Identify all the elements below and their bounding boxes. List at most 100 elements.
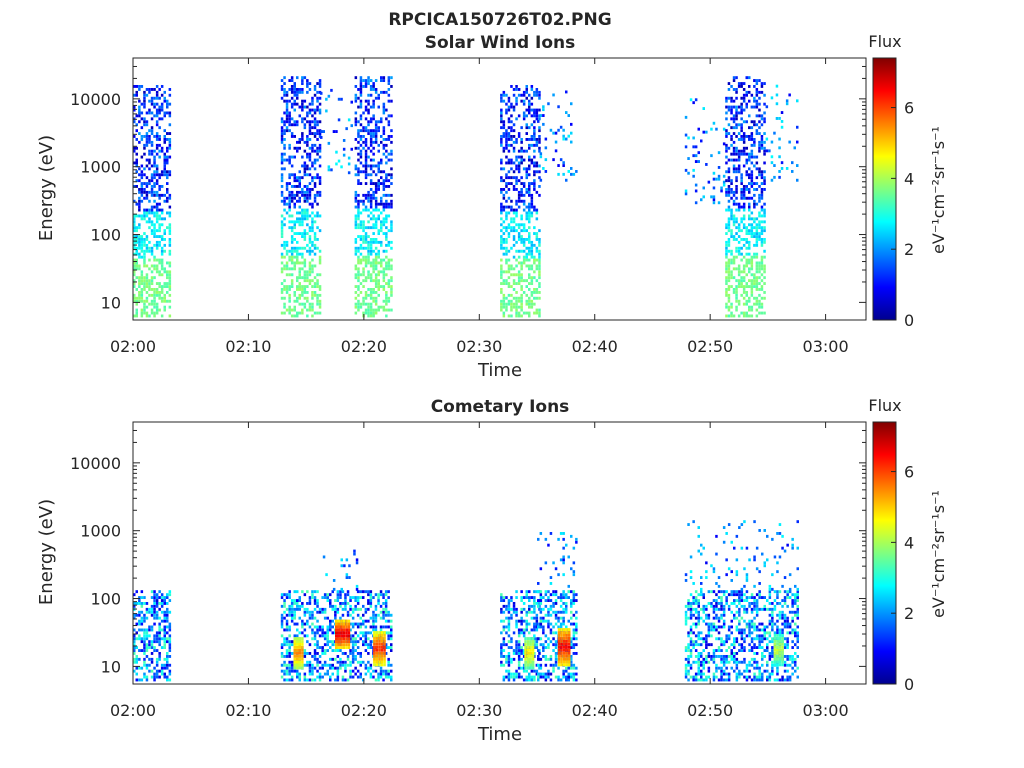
heatmap-cell (535, 249, 539, 253)
heatmap-cell (694, 599, 698, 602)
heatmap-cell (758, 96, 761, 100)
heatmap-cell (384, 604, 388, 608)
heatmap-cell (758, 267, 761, 271)
heatmap-cell (311, 305, 314, 309)
heatmap-cell (133, 293, 136, 297)
heatmap-cell (150, 193, 154, 197)
heatmap-cell (155, 610, 159, 614)
heatmap-cell (700, 655, 703, 658)
heatmap-cell (369, 167, 373, 171)
heatmap-cell (522, 111, 526, 115)
heatmap-cell (742, 138, 746, 141)
heatmap-cell (296, 217, 299, 221)
heatmap-cell (306, 634, 309, 638)
heatmap-cell (510, 613, 513, 617)
heatmap-cell (285, 264, 289, 268)
heatmap-cell (369, 593, 373, 597)
heatmap-cell (351, 675, 355, 679)
heatmap-cell (367, 240, 370, 244)
heatmap-cell (382, 678, 385, 682)
heatmap-cell (369, 173, 373, 177)
heatmap-cell (372, 135, 375, 138)
heatmap-cell (735, 291, 738, 294)
heatmap-cell (364, 182, 368, 185)
heatmap-cell (542, 649, 545, 652)
heatmap-cell (755, 296, 759, 300)
heatmap-cell (374, 616, 378, 620)
heatmap-cell (166, 196, 169, 200)
heatmap-cell (163, 637, 166, 641)
heatmap-cell (684, 669, 688, 673)
heatmap-cell (357, 285, 360, 288)
heatmap-cell (512, 208, 516, 212)
heatmap-cell (293, 261, 296, 265)
heatmap-cell (280, 646, 284, 649)
heatmap-cell (367, 129, 370, 133)
heatmap-cell (753, 296, 756, 300)
heatmap-cell (318, 190, 322, 194)
heatmap-cell (153, 190, 156, 194)
heatmap-cell (138, 111, 141, 115)
heatmap-cell (535, 672, 539, 676)
heatmap-cell (153, 314, 156, 318)
heatmap-cell (285, 240, 289, 244)
heatmap-cell (140, 299, 144, 303)
heatmap-cell (730, 261, 733, 265)
heatmap-cell (150, 102, 154, 106)
heatmap-cell (145, 610, 149, 614)
heatmap-cell (143, 238, 146, 241)
heatmap-cell (359, 149, 363, 153)
heatmap-cell (359, 590, 362, 594)
heatmap-cell (133, 314, 136, 318)
heatmap-cell (354, 93, 358, 97)
heatmap-cell (500, 223, 503, 227)
heatmap-cell (379, 604, 383, 608)
heatmap-cell (735, 149, 738, 153)
heatmap-cell (313, 135, 317, 138)
heatmap-cell (150, 205, 154, 209)
heatmap-cell (530, 123, 534, 127)
heatmap-cell (768, 149, 771, 153)
heatmap-cell (522, 669, 526, 673)
heatmap-cell (153, 299, 156, 303)
heatmap-cell (308, 249, 312, 253)
heatmap-cell (377, 593, 380, 597)
heatmap-cell (528, 232, 531, 235)
heatmap-cell (750, 105, 754, 109)
heatmap-cell (301, 622, 304, 626)
heatmap-cell (542, 628, 545, 632)
heatmap-cell (520, 314, 523, 318)
heatmap-cell (306, 111, 309, 115)
heatmap-cell (539, 622, 543, 626)
heatmap-cell (758, 293, 761, 297)
heatmap-cell (280, 625, 284, 629)
heatmap-cell (364, 105, 368, 109)
heatmap-cell (354, 285, 358, 288)
heatmap-cell (387, 193, 391, 197)
heatmap-cell (359, 302, 363, 306)
heatmap-cell (515, 249, 518, 253)
heatmap-cell (160, 669, 164, 673)
heatmap-cell (166, 261, 169, 265)
heatmap-cell (549, 576, 553, 579)
heatmap-cell (740, 270, 743, 274)
heatmap-cell (301, 291, 304, 294)
heatmap-cell (758, 120, 761, 124)
heatmap-cell (311, 217, 314, 221)
heatmap-cell (290, 238, 294, 241)
heatmap-cell (387, 634, 390, 638)
heatmap-cell (758, 220, 761, 224)
heatmap-cell (339, 593, 342, 597)
heatmap-cell (356, 669, 360, 673)
heatmap-cell (742, 314, 746, 318)
heatmap-cell (539, 672, 543, 676)
heatmap-cell (517, 314, 521, 318)
heatmap-cell (385, 255, 388, 259)
heatmap-cell (298, 672, 301, 676)
heatmap-cell (318, 132, 322, 135)
heatmap-cell (318, 193, 322, 197)
heatmap-cell (160, 273, 164, 277)
heatmap-cell (135, 299, 138, 303)
heatmap-cell (280, 129, 284, 133)
heatmap-cell (562, 593, 565, 597)
